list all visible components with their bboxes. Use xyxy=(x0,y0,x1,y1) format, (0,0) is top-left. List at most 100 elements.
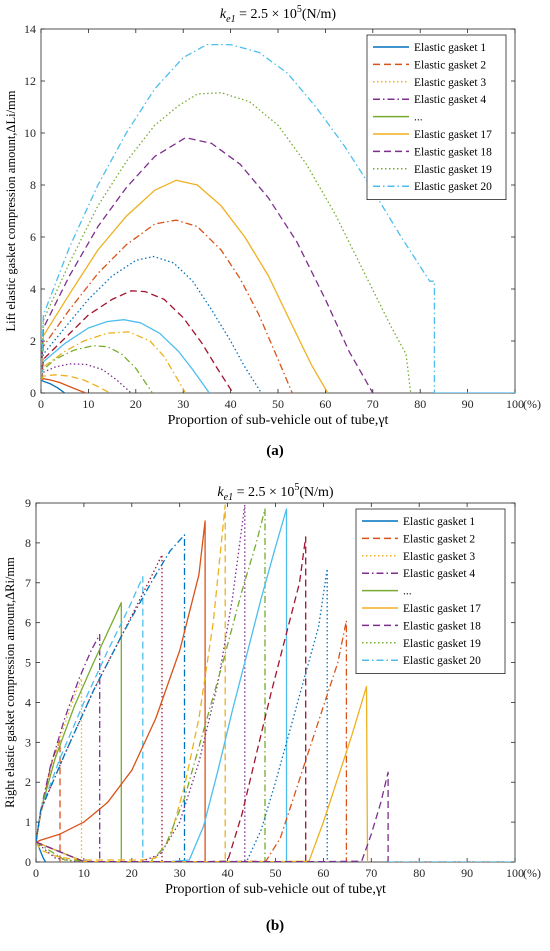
legend-entry: Elastic gasket 1 xyxy=(403,516,475,528)
title-value: = 2.5 × 10 xyxy=(233,485,294,500)
series-line-9 xyxy=(41,255,262,393)
legend-entry: Elastic gasket 17 xyxy=(414,129,492,141)
x-axis-label: Proportion of sub-vehicle out of tube,γt xyxy=(168,413,389,428)
legend-entry: Elastic gasket 1 xyxy=(414,42,486,54)
chart-svg-a: ke1 = 2.5 × 105(N/m)0 10 20 30 40 50 60 70 80 90 1… xyxy=(4,4,541,428)
title-subscript: e1 xyxy=(224,492,233,503)
title-symbol: k xyxy=(220,7,227,22)
series-line-8 xyxy=(41,290,234,393)
y-tick-label: 1 xyxy=(25,815,31,829)
x-tick-label: 70 xyxy=(367,397,379,411)
x-tick-label: 50 xyxy=(270,866,282,880)
x-tick-label: 70 xyxy=(365,866,377,880)
x-tick-label: 60 xyxy=(319,397,331,411)
legend-entry: Elastic gasket 2 xyxy=(403,533,475,545)
chart-svg-b: ke1 = 2.5 × 105(N/m)0 10 20 30 40 50 60 70 80 90 1… xyxy=(3,482,541,897)
series-line-9 xyxy=(36,520,206,862)
series-line-5 xyxy=(36,602,122,862)
series-line-13 xyxy=(41,92,412,393)
y-tick-label: 0 xyxy=(25,855,31,869)
series-line-7 xyxy=(41,319,210,393)
y-tick-label: 12 xyxy=(24,74,36,88)
caption-b: (b) xyxy=(265,918,285,934)
legend: Elastic gasket 1 Elastic gasket 2 Elastic … xyxy=(355,508,506,675)
series-line-3 xyxy=(41,374,111,393)
chart-panel-a: ke1 = 2.5 × 105(N/m) 0 10 20 30 40 50 60 70 80 90 1… xyxy=(0,0,550,470)
series-line-12 xyxy=(41,137,374,393)
series-line-17 xyxy=(36,685,369,862)
x-tick-label: 80 xyxy=(414,397,426,411)
title-superscript: 5 xyxy=(294,482,299,493)
legend-entry: Elastic gasket 2 xyxy=(414,59,486,71)
series-line-13 xyxy=(36,508,288,862)
y-axis-label: Lift elastic gasket compression amount,Δ… xyxy=(4,90,18,331)
x-tick-label: 90 xyxy=(462,397,474,411)
series-line-2 xyxy=(36,739,61,862)
caption-a: (a) xyxy=(266,443,284,459)
x-tick-label: 0 xyxy=(33,866,39,880)
series-line-8 xyxy=(36,534,186,862)
title-symbol: k xyxy=(217,485,224,500)
series-line-11 xyxy=(41,179,329,393)
legend-entry: Elastic gasket 20 xyxy=(403,655,481,667)
y-tick-label: 6 xyxy=(30,230,36,244)
y-tick-label: 6 xyxy=(25,616,31,630)
y-tick-label: 4 xyxy=(30,282,36,296)
x-tick-label: 90 xyxy=(461,866,473,880)
legend-entry: Elastic gasket 18 xyxy=(414,146,492,158)
x-unit-label: (%) xyxy=(523,397,541,411)
series-line-1 xyxy=(41,379,66,393)
legend-entry: Elastic gasket 3 xyxy=(403,551,475,563)
x-tick-label: 100 xyxy=(506,397,524,411)
y-tick-label: 9 xyxy=(25,496,31,510)
y-axis-label: Right elastic gasket compression amount,… xyxy=(3,557,17,808)
x-tick-label: 50 xyxy=(272,397,284,411)
y-tick-label: 4 xyxy=(25,695,31,709)
series-line-14 xyxy=(41,43,436,393)
x-tick-label: 60 xyxy=(317,866,329,880)
y-tick-label: 14 xyxy=(24,22,36,36)
series-line-2 xyxy=(41,378,87,393)
x-tick-label: 30 xyxy=(174,866,186,880)
x-tick-label: 100 xyxy=(506,866,524,880)
title-superscript: 5 xyxy=(297,4,302,15)
title-subscript: e1 xyxy=(226,14,235,25)
legend-entry: Elastic gasket 20 xyxy=(414,181,492,193)
y-tick-label: 5 xyxy=(25,656,31,670)
chart-panel-b: ke1 = 2.5 × 105(N/m) 0 10 20 30 40 50 60 70 80 90 1… xyxy=(0,478,550,951)
legend-entry: Elastic gasket 19 xyxy=(414,164,492,176)
series-group xyxy=(41,43,515,393)
series-line-16 xyxy=(36,620,348,862)
series-group xyxy=(36,504,515,862)
y-tick-label: 2 xyxy=(30,334,36,348)
legend-entry: ... xyxy=(403,586,412,598)
chart-title: ke1 = 2.5 × 105(N/m) xyxy=(217,482,334,503)
y-tick-label: 8 xyxy=(30,178,36,192)
y-tick-label: 3 xyxy=(25,735,31,749)
title-value: = 2.5 × 10 xyxy=(236,7,297,22)
x-tick-label: 30 xyxy=(177,397,189,411)
x-tick-label: 0 xyxy=(38,397,44,411)
legend-entry: Elastic gasket 19 xyxy=(403,638,481,650)
chart-title: ke1 = 2.5 × 105(N/m) xyxy=(220,4,337,25)
y-tick-label: 0 xyxy=(30,386,36,400)
series-line-4 xyxy=(41,363,132,393)
x-tick-label: 40 xyxy=(222,866,234,880)
x-tick-label: 10 xyxy=(78,866,90,880)
x-tick-label: 20 xyxy=(130,397,142,411)
x-unit-label: (%) xyxy=(523,866,541,880)
series-line-7 xyxy=(36,554,163,862)
series-line-15 xyxy=(36,568,328,862)
series-line-3 xyxy=(36,677,83,862)
legend-entry: Elastic gasket 17 xyxy=(403,603,481,615)
title-unit: (N/m) xyxy=(299,485,334,500)
x-tick-label: 40 xyxy=(225,397,237,411)
legend-entry: Elastic gasket 4 xyxy=(414,94,486,106)
title-unit: (N/m) xyxy=(302,7,337,22)
series-line-18 xyxy=(36,771,389,862)
x-axis-label: Proportion of sub-vehicle out of tube,γt xyxy=(165,882,386,897)
series-line-6 xyxy=(36,576,144,862)
x-tick-label: 20 xyxy=(126,866,138,880)
series-line-11 xyxy=(36,504,246,862)
series-line-10 xyxy=(36,504,226,862)
